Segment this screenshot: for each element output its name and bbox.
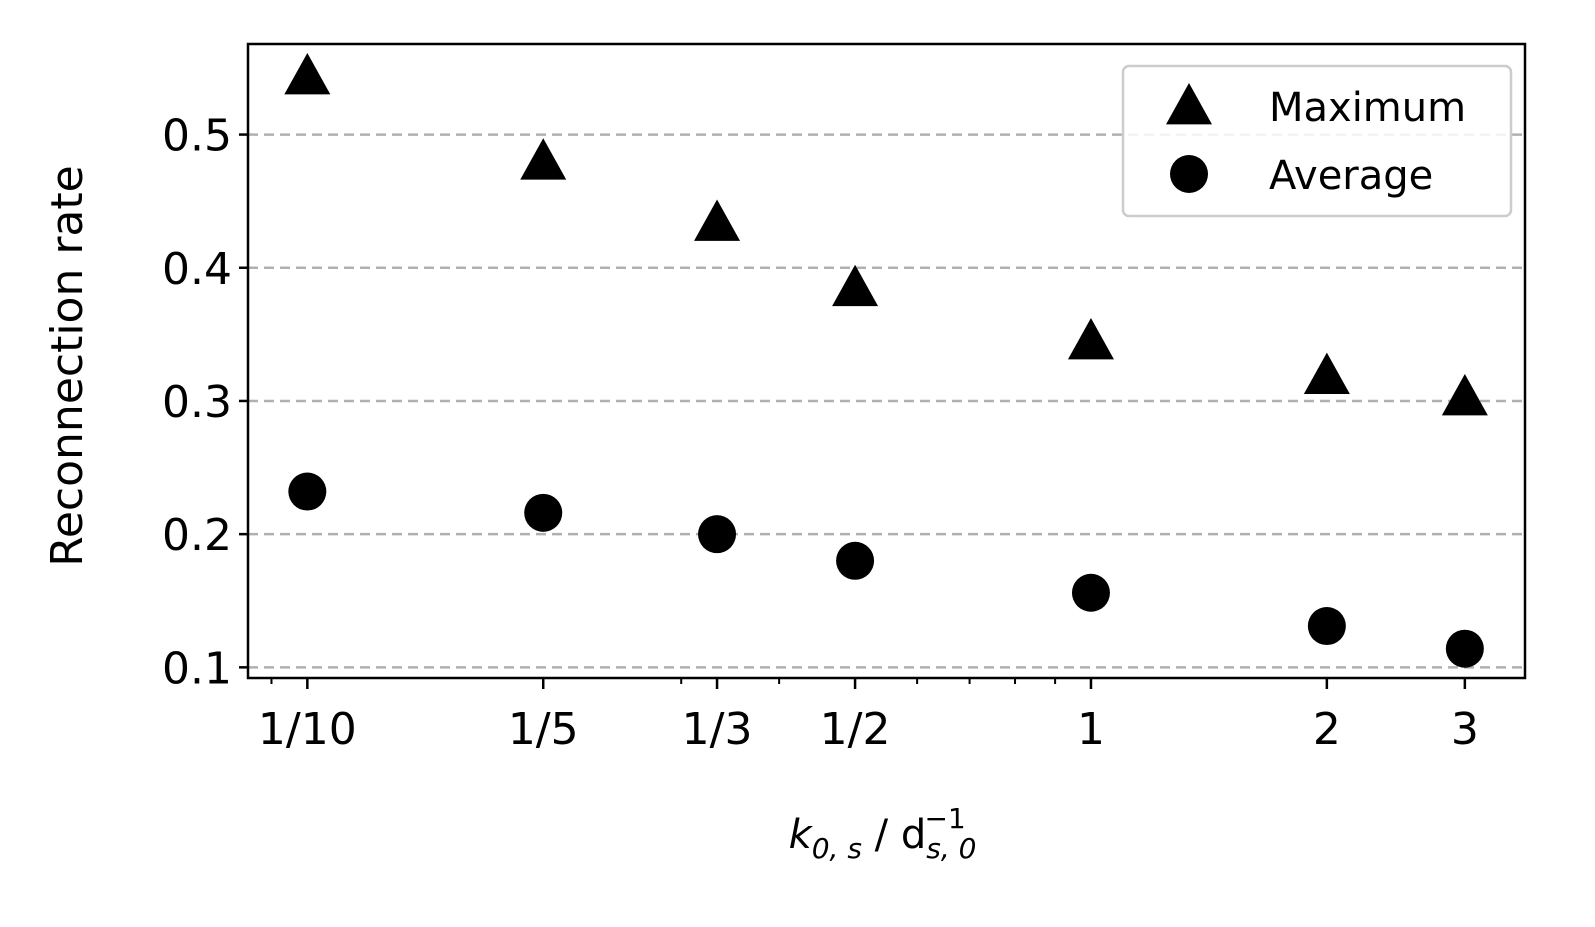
circle-marker — [288, 472, 327, 511]
circle-marker — [1071, 573, 1110, 612]
triangle-marker — [1166, 83, 1212, 125]
circle-marker — [1445, 629, 1484, 668]
y-tick-label: 0.3 — [162, 377, 232, 428]
x-axis-label-part: −1 — [924, 802, 965, 835]
circle-marker — [524, 493, 563, 532]
y-tick-label: 0.1 — [162, 643, 232, 694]
x-tick-label: 2 — [1313, 704, 1341, 755]
x-tick-label: 1/5 — [508, 704, 579, 755]
legend-label: Average — [1269, 153, 1433, 199]
x-tick-label: 1/2 — [820, 704, 891, 755]
x-tick-label: 1 — [1077, 704, 1105, 755]
triangle-marker — [694, 199, 741, 241]
x-axis-label-part: 0, s — [812, 832, 862, 865]
triangle-marker — [1067, 318, 1114, 360]
triangle-marker — [1303, 352, 1350, 395]
y-tick-label: 0.4 — [162, 244, 232, 295]
triangle-marker — [520, 138, 567, 180]
circle-marker — [698, 515, 737, 554]
x-tick-label: 1/10 — [258, 704, 357, 755]
plot-frame — [246, 42, 1527, 680]
x-axis-label: k0, s / ds, 0−1 — [789, 802, 977, 865]
triangle-marker — [832, 264, 879, 307]
x-axis-label-part: s, 0 — [926, 832, 976, 865]
circle-marker — [836, 541, 875, 580]
legend-label: Maximum — [1269, 85, 1466, 131]
y-tick-label: 0.5 — [162, 111, 232, 162]
x-axis-label-part: k — [789, 812, 814, 858]
triangle-marker — [284, 52, 331, 95]
legend-box — [1121, 64, 1513, 218]
y-axis-label: Reconnection rate — [42, 165, 93, 566]
circle-marker — [1170, 155, 1208, 193]
y-tick-label: 0.2 — [162, 510, 232, 561]
x-axis-label-part: / d — [862, 812, 926, 858]
circle-marker — [1307, 607, 1346, 646]
x-tick-label: 3 — [1451, 704, 1479, 755]
triangle-marker — [1441, 373, 1488, 416]
x-tick-label: 1/3 — [682, 704, 753, 755]
